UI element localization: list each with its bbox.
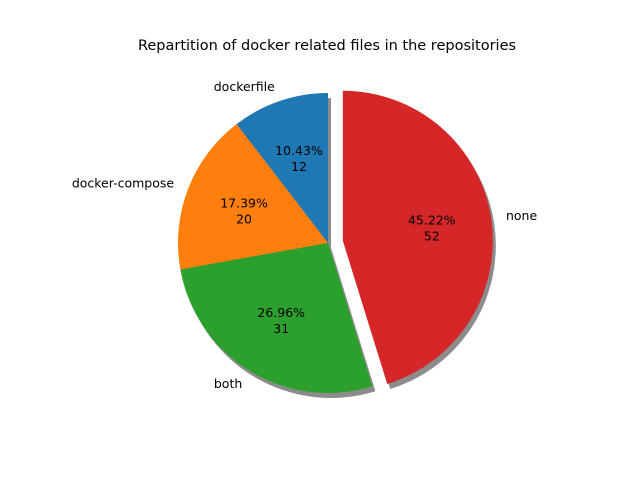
slice-percent-both: 26.96%	[257, 305, 305, 320]
slice-value-none: 52	[424, 228, 440, 243]
slice-dockerfile	[236, 93, 328, 243]
slice-percent-docker-compose: 17.39%	[220, 196, 268, 211]
slice-none	[342, 90, 493, 385]
slice-label-none: none	[506, 208, 537, 223]
slice-both	[180, 243, 373, 393]
slice-label-docker-compose: docker-compose	[72, 176, 175, 191]
slice-label-dockerfile: dockerfile	[214, 79, 275, 94]
slice-value-docker-compose: 20	[236, 212, 252, 227]
slice-docker-compose	[177, 124, 328, 270]
slices	[177, 90, 493, 393]
chart-title: Repartition of docker related files in t…	[138, 38, 516, 54]
slice-value-dockerfile: 12	[291, 159, 307, 174]
slice-value-both: 31	[273, 321, 289, 336]
slice-label-both: both	[214, 376, 242, 391]
slice-percent-none: 45.22%	[408, 212, 456, 227]
slice-labels: dockerfile 10.43%12 docker-compose 17.39%20…	[72, 79, 538, 391]
slice-percent-dockerfile: 10.43%	[275, 143, 323, 158]
